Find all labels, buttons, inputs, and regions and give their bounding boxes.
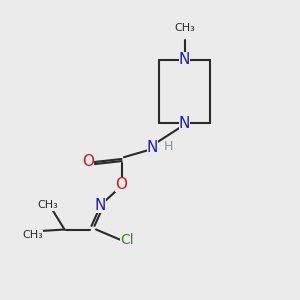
Text: N: N <box>179 116 190 130</box>
Text: H: H <box>164 140 174 153</box>
Text: Cl: Cl <box>120 233 134 247</box>
Text: CH₃: CH₃ <box>174 23 195 33</box>
Text: CH₃: CH₃ <box>22 230 44 241</box>
Text: N: N <box>179 52 190 68</box>
Text: CH₃: CH₃ <box>38 200 58 211</box>
Text: O: O <box>82 154 94 169</box>
Text: O: O <box>116 177 128 192</box>
Text: N: N <box>95 198 106 213</box>
Text: N: N <box>147 140 158 154</box>
